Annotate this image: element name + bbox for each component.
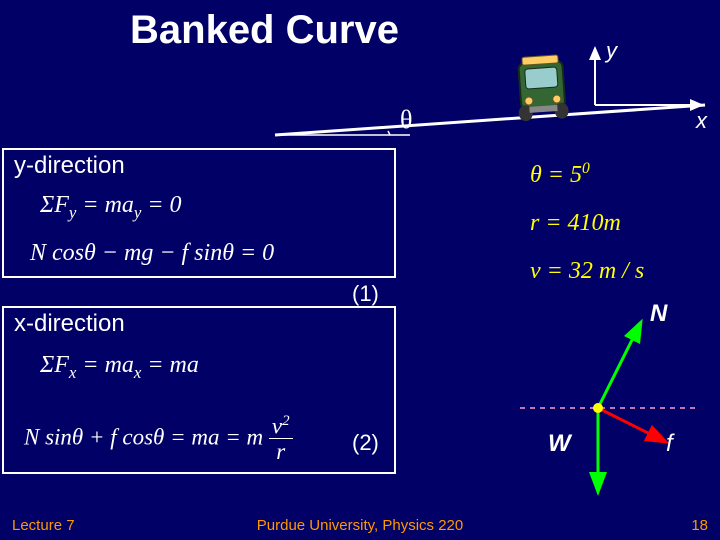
footer-left: Lecture 7 xyxy=(12,517,75,534)
fbd-N-label: N xyxy=(650,300,667,328)
fbd-svg xyxy=(0,0,720,540)
footer-right: 18 xyxy=(691,517,708,534)
fbd-W-label: W xyxy=(548,430,571,458)
fbd-f-label: f xyxy=(666,430,673,458)
footer-center: Purdue University, Physics 220 xyxy=(257,517,463,534)
